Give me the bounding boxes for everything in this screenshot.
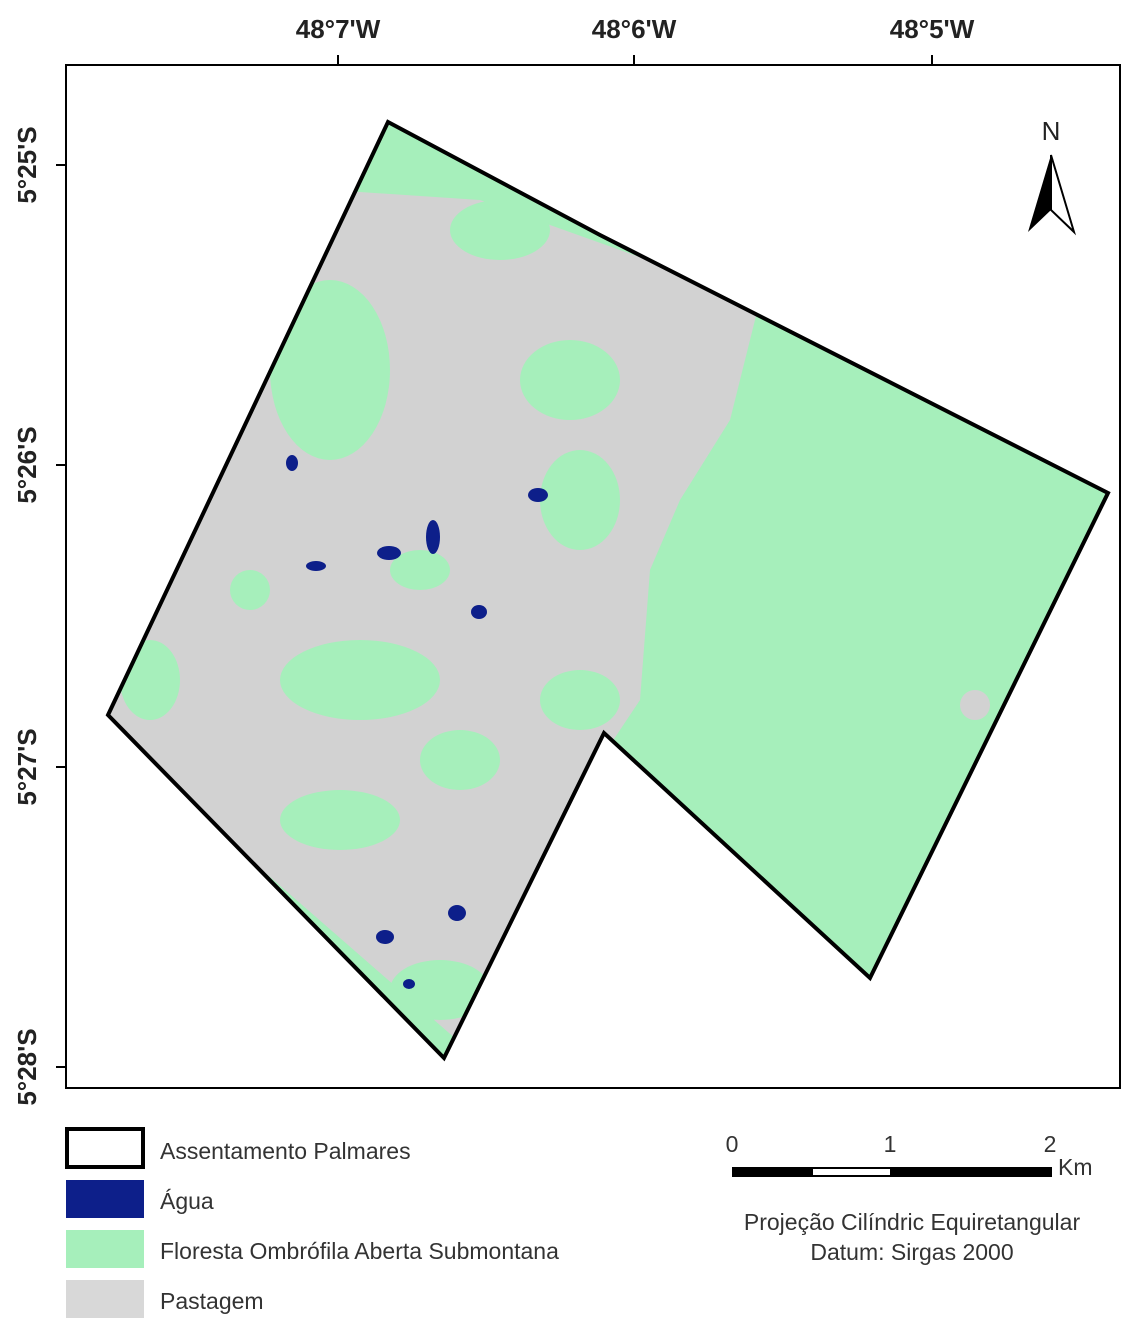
pasture-patch	[960, 690, 990, 720]
longitude-label: 48°6'W	[592, 14, 677, 44]
latitude-label: 5°26'S	[12, 426, 42, 503]
north-label: N	[1042, 116, 1061, 146]
legend-label: Floresta Ombrófila Aberta Submontana	[160, 1238, 559, 1264]
legend-swatch	[67, 1129, 143, 1167]
scale-label: 1	[884, 1131, 897, 1157]
scale-unit: Km	[1058, 1154, 1093, 1180]
legend-label: Água	[160, 1188, 214, 1214]
datum-text: Datum: Sirgas 2000	[810, 1239, 1013, 1265]
map-figure: 48°7'W 48°6'W 48°5'W 5°25'S 5°26'S 5°27'…	[0, 0, 1130, 1318]
legend-swatch	[66, 1180, 144, 1218]
legend-swatch	[66, 1280, 144, 1318]
projection-text: Projeção Cilíndric Equiretangular	[744, 1209, 1081, 1235]
scale-bar	[732, 1167, 1052, 1177]
legend-label: Assentamento Palmares	[160, 1138, 411, 1164]
legend-swatch	[66, 1230, 144, 1268]
longitude-label: 48°5'W	[890, 14, 975, 44]
latitude-label: 5°25'S	[12, 126, 42, 203]
latitude-label: 5°28'S	[12, 1028, 42, 1105]
legend-label: Pastagem	[160, 1288, 264, 1314]
scale-label: 0	[726, 1131, 739, 1157]
latitude-label: 5°27'S	[12, 728, 42, 805]
longitude-label: 48°7'W	[296, 14, 381, 44]
scale-label: 2	[1044, 1131, 1057, 1157]
